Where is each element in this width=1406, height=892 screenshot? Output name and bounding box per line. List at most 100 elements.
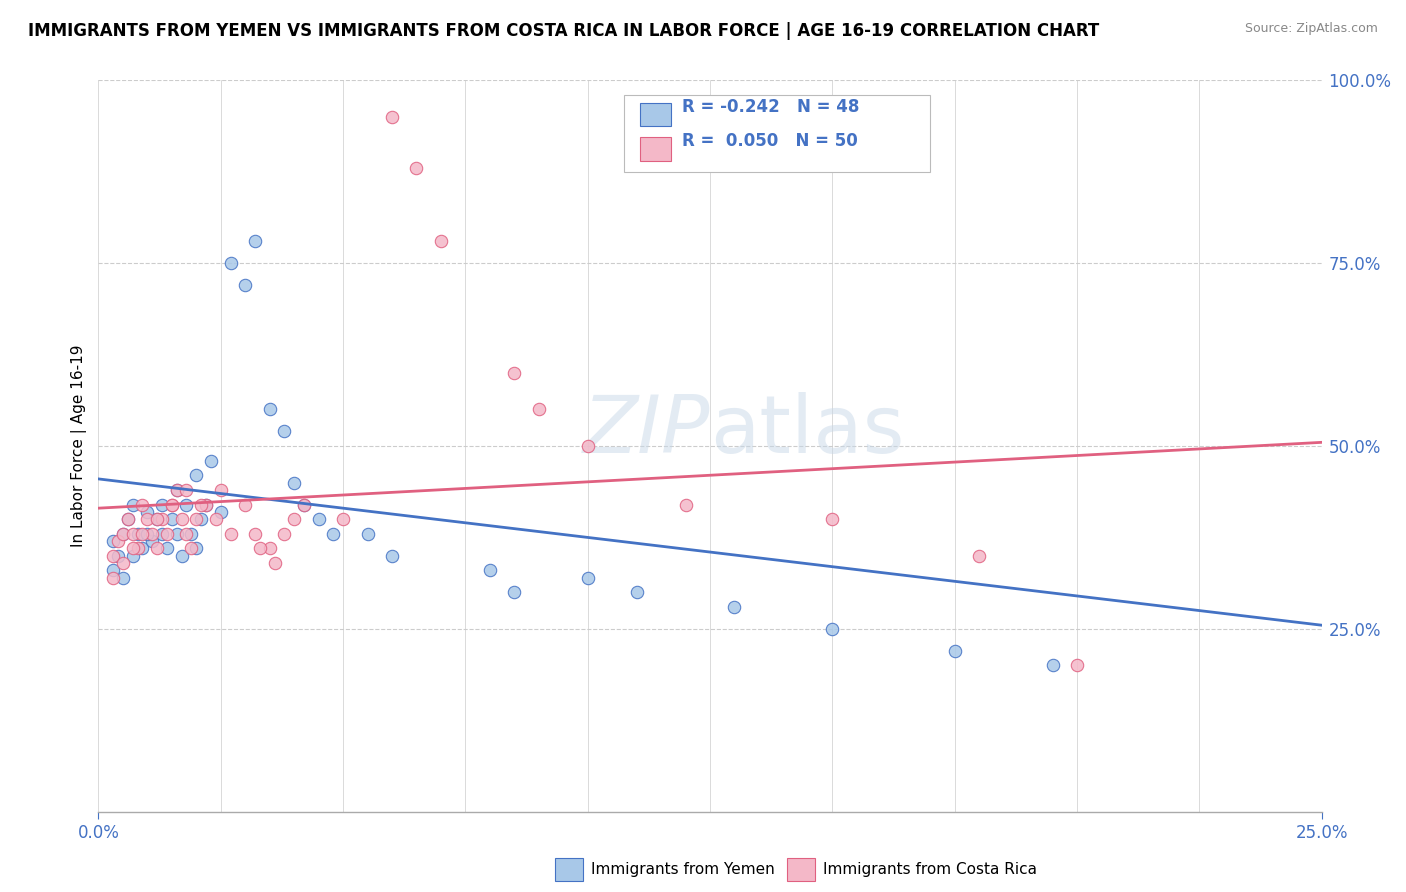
Point: [263, 556, 285, 570]
Point: [356, 526, 378, 541]
Point: [166, 483, 188, 497]
Point: [186, 512, 208, 526]
Point: [186, 541, 208, 556]
Text: Immigrants from Costa Rica: Immigrants from Costa Rica: [823, 863, 1036, 877]
Point: [101, 571, 124, 585]
Point: [141, 534, 163, 549]
Point: [136, 512, 159, 526]
Point: [273, 425, 295, 439]
Point: [478, 563, 501, 577]
Point: [117, 512, 139, 526]
Point: [186, 468, 208, 483]
FancyBboxPatch shape: [640, 137, 671, 161]
Point: [141, 526, 163, 541]
Point: [101, 549, 124, 563]
Point: [723, 599, 745, 614]
Point: [259, 402, 281, 417]
Point: [136, 505, 159, 519]
Point: [283, 475, 305, 490]
Point: [332, 512, 354, 526]
Point: [283, 512, 305, 526]
FancyBboxPatch shape: [624, 95, 931, 171]
Point: [381, 549, 404, 563]
Point: [170, 512, 193, 526]
Point: [503, 366, 526, 380]
Point: [381, 110, 404, 124]
Point: [190, 512, 212, 526]
Point: [156, 526, 179, 541]
Y-axis label: In Labor Force | Age 16-19: In Labor Force | Age 16-19: [72, 344, 87, 548]
Point: [821, 622, 844, 636]
Point: [576, 571, 599, 585]
Point: [107, 534, 129, 549]
Point: [190, 498, 212, 512]
Text: atlas: atlas: [710, 392, 904, 470]
Point: [209, 483, 232, 497]
FancyBboxPatch shape: [640, 103, 671, 127]
Point: [209, 505, 232, 519]
Point: [101, 563, 124, 577]
Text: Source: ZipAtlas.com: Source: ZipAtlas.com: [1244, 22, 1378, 36]
Point: [101, 534, 124, 549]
Point: [1042, 658, 1064, 673]
Text: IMMIGRANTS FROM YEMEN VS IMMIGRANTS FROM COSTA RICA IN LABOR FORCE | AGE 16-19 C: IMMIGRANTS FROM YEMEN VS IMMIGRANTS FROM…: [28, 22, 1099, 40]
Text: ZIP: ZIP: [582, 392, 710, 470]
Point: [176, 498, 198, 512]
Point: [111, 571, 134, 585]
Point: [121, 541, 143, 556]
Point: [150, 526, 173, 541]
Point: [127, 526, 149, 541]
Text: R =  0.050   N = 50: R = 0.050 N = 50: [682, 132, 858, 150]
Point: [131, 541, 153, 556]
Point: [626, 585, 648, 599]
Point: [131, 526, 153, 541]
Point: [156, 541, 179, 556]
Point: [821, 512, 844, 526]
Point: [131, 498, 153, 512]
Point: [146, 541, 169, 556]
Point: [200, 453, 222, 467]
Point: [219, 256, 242, 270]
Point: [322, 526, 344, 541]
Point: [292, 498, 315, 512]
Point: [967, 549, 990, 563]
Point: [121, 526, 143, 541]
Point: [576, 439, 599, 453]
Point: [249, 541, 271, 556]
Point: [195, 498, 218, 512]
Point: [503, 585, 526, 599]
Point: [160, 512, 183, 526]
Point: [243, 526, 266, 541]
Point: [243, 234, 266, 248]
Point: [121, 498, 143, 512]
Point: [233, 278, 256, 293]
Point: [166, 526, 188, 541]
Point: [527, 402, 550, 417]
Text: Immigrants from Yemen: Immigrants from Yemen: [591, 863, 775, 877]
Point: [160, 498, 183, 512]
Point: [205, 512, 228, 526]
Point: [127, 541, 149, 556]
Point: [150, 512, 173, 526]
Point: [195, 498, 218, 512]
Point: [943, 644, 966, 658]
Point: [675, 498, 697, 512]
Point: [166, 483, 188, 497]
Point: [136, 526, 159, 541]
Point: [121, 549, 143, 563]
Point: [107, 549, 129, 563]
Point: [117, 512, 139, 526]
Point: [180, 526, 202, 541]
Point: [273, 526, 295, 541]
Point: [146, 512, 169, 526]
Point: [160, 498, 183, 512]
Point: [430, 234, 453, 248]
Point: [146, 512, 169, 526]
Point: [176, 483, 198, 497]
Point: [170, 549, 193, 563]
Point: [111, 556, 134, 570]
Point: [219, 526, 242, 541]
Point: [150, 498, 173, 512]
Point: [308, 512, 330, 526]
Point: [1066, 658, 1088, 673]
